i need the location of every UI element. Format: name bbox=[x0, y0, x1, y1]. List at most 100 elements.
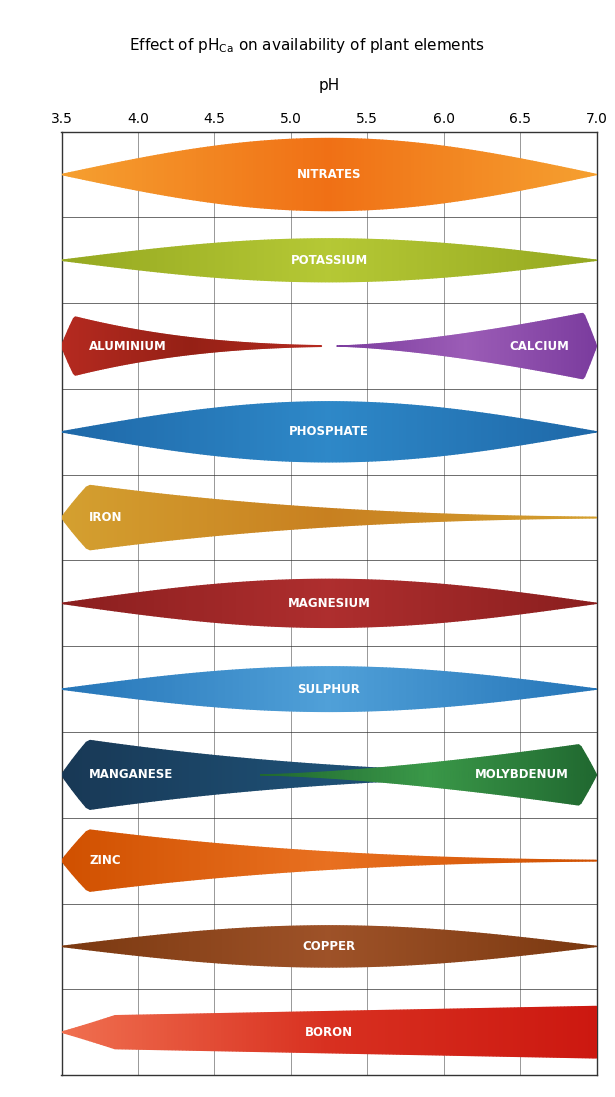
Polygon shape bbox=[269, 344, 271, 348]
Polygon shape bbox=[522, 859, 525, 862]
Polygon shape bbox=[533, 161, 536, 188]
Polygon shape bbox=[397, 404, 400, 460]
Polygon shape bbox=[79, 318, 81, 374]
Polygon shape bbox=[232, 406, 236, 457]
Polygon shape bbox=[219, 341, 221, 351]
Polygon shape bbox=[322, 851, 325, 870]
Polygon shape bbox=[147, 493, 151, 543]
Polygon shape bbox=[286, 580, 290, 626]
Polygon shape bbox=[554, 860, 557, 861]
Polygon shape bbox=[368, 403, 372, 461]
Polygon shape bbox=[165, 154, 169, 195]
Text: MAGNESIUM: MAGNESIUM bbox=[288, 597, 370, 610]
Polygon shape bbox=[397, 927, 400, 965]
Polygon shape bbox=[361, 344, 363, 347]
Polygon shape bbox=[319, 579, 322, 627]
Polygon shape bbox=[134, 329, 136, 363]
Polygon shape bbox=[451, 760, 453, 789]
Polygon shape bbox=[290, 1013, 293, 1052]
Polygon shape bbox=[180, 337, 181, 355]
Polygon shape bbox=[497, 248, 500, 272]
Polygon shape bbox=[502, 755, 505, 795]
Polygon shape bbox=[151, 748, 154, 801]
Polygon shape bbox=[69, 946, 72, 948]
Polygon shape bbox=[509, 754, 511, 796]
Text: ZINC: ZINC bbox=[89, 855, 121, 867]
Polygon shape bbox=[265, 404, 268, 460]
Polygon shape bbox=[536, 323, 538, 370]
Polygon shape bbox=[529, 859, 533, 862]
Polygon shape bbox=[504, 249, 507, 271]
Polygon shape bbox=[525, 1008, 529, 1056]
Polygon shape bbox=[312, 772, 314, 777]
Polygon shape bbox=[486, 859, 490, 862]
Polygon shape bbox=[443, 671, 446, 706]
Polygon shape bbox=[125, 420, 129, 443]
Polygon shape bbox=[283, 1013, 286, 1052]
Polygon shape bbox=[254, 928, 258, 965]
Polygon shape bbox=[194, 498, 197, 538]
Polygon shape bbox=[79, 170, 83, 179]
Polygon shape bbox=[582, 1007, 586, 1058]
Polygon shape bbox=[443, 585, 446, 622]
Polygon shape bbox=[133, 159, 137, 190]
Polygon shape bbox=[525, 324, 527, 369]
Polygon shape bbox=[140, 158, 143, 191]
Polygon shape bbox=[69, 602, 72, 604]
Polygon shape bbox=[69, 688, 72, 690]
Polygon shape bbox=[454, 586, 458, 621]
Polygon shape bbox=[263, 343, 264, 348]
Polygon shape bbox=[308, 1011, 311, 1052]
Polygon shape bbox=[464, 246, 468, 275]
Polygon shape bbox=[474, 332, 475, 360]
Polygon shape bbox=[468, 674, 472, 704]
Polygon shape bbox=[319, 239, 322, 282]
Polygon shape bbox=[432, 857, 436, 864]
Polygon shape bbox=[72, 259, 76, 262]
Polygon shape bbox=[547, 165, 550, 185]
Polygon shape bbox=[65, 333, 66, 359]
Polygon shape bbox=[105, 255, 108, 267]
Polygon shape bbox=[586, 1007, 589, 1058]
Polygon shape bbox=[411, 405, 415, 459]
Polygon shape bbox=[472, 772, 475, 778]
Polygon shape bbox=[212, 844, 215, 878]
Polygon shape bbox=[336, 771, 339, 779]
Polygon shape bbox=[272, 761, 276, 789]
Polygon shape bbox=[137, 937, 140, 955]
Polygon shape bbox=[236, 583, 240, 624]
Polygon shape bbox=[380, 343, 382, 349]
Polygon shape bbox=[301, 1013, 304, 1052]
Polygon shape bbox=[165, 589, 169, 618]
Polygon shape bbox=[494, 329, 496, 363]
Polygon shape bbox=[319, 851, 322, 870]
Polygon shape bbox=[293, 667, 297, 711]
Text: 4.0: 4.0 bbox=[127, 112, 149, 126]
Polygon shape bbox=[390, 668, 393, 710]
Polygon shape bbox=[416, 340, 418, 352]
Text: POTASSIUM: POTASSIUM bbox=[290, 253, 368, 267]
Polygon shape bbox=[258, 404, 261, 460]
Polygon shape bbox=[422, 513, 426, 522]
Polygon shape bbox=[569, 316, 571, 376]
Polygon shape bbox=[226, 500, 229, 534]
Polygon shape bbox=[157, 333, 159, 359]
Polygon shape bbox=[511, 773, 515, 777]
Polygon shape bbox=[194, 410, 197, 453]
Polygon shape bbox=[482, 934, 486, 959]
Polygon shape bbox=[464, 149, 468, 200]
Polygon shape bbox=[383, 140, 386, 208]
Polygon shape bbox=[204, 244, 208, 276]
Polygon shape bbox=[437, 337, 439, 354]
Polygon shape bbox=[330, 771, 332, 778]
Polygon shape bbox=[565, 860, 568, 861]
Polygon shape bbox=[550, 597, 554, 610]
Polygon shape bbox=[125, 835, 129, 886]
Polygon shape bbox=[65, 259, 69, 261]
Polygon shape bbox=[534, 750, 536, 799]
Polygon shape bbox=[190, 1015, 194, 1050]
Polygon shape bbox=[322, 926, 325, 966]
Polygon shape bbox=[525, 160, 529, 189]
Polygon shape bbox=[79, 747, 83, 803]
Polygon shape bbox=[261, 404, 265, 460]
